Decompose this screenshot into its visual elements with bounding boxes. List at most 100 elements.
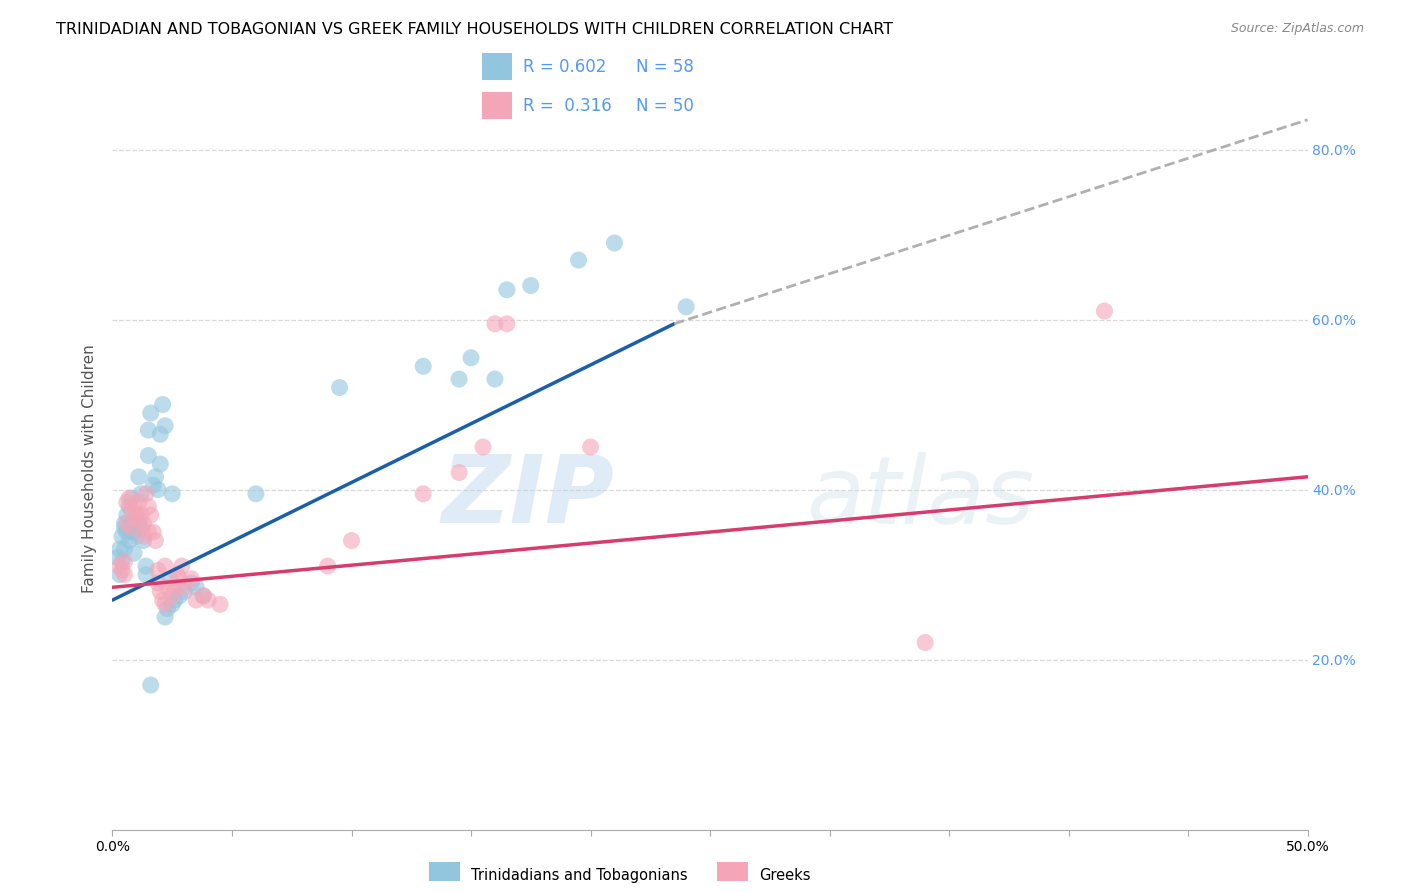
Point xyxy=(163,593,186,607)
FancyBboxPatch shape xyxy=(429,862,460,881)
Point xyxy=(138,524,160,539)
Point xyxy=(173,580,195,594)
Point xyxy=(146,563,169,577)
Point xyxy=(159,572,181,586)
Point xyxy=(122,546,145,560)
Point xyxy=(128,512,150,526)
FancyBboxPatch shape xyxy=(482,92,512,120)
Point xyxy=(125,508,148,522)
Point xyxy=(152,398,174,412)
Point xyxy=(197,593,219,607)
Point xyxy=(153,610,176,624)
Point xyxy=(146,483,169,497)
Point xyxy=(149,584,172,599)
Point xyxy=(170,559,193,574)
FancyBboxPatch shape xyxy=(482,54,512,80)
Point xyxy=(115,508,138,522)
Text: atlas: atlas xyxy=(806,451,1033,542)
Point xyxy=(135,559,157,574)
Point xyxy=(169,572,191,586)
Point xyxy=(163,580,186,594)
Point xyxy=(139,508,162,522)
Point xyxy=(914,635,936,649)
Point xyxy=(118,491,141,505)
Point xyxy=(329,380,352,394)
Point xyxy=(118,533,141,548)
Point xyxy=(125,508,148,522)
Point xyxy=(118,500,141,514)
Text: ZIP: ZIP xyxy=(441,451,614,543)
Point xyxy=(128,470,150,484)
Point xyxy=(460,351,482,365)
Point xyxy=(186,593,208,607)
Point xyxy=(447,466,470,480)
Point xyxy=(114,542,135,557)
Point xyxy=(135,487,157,501)
Point xyxy=(496,283,519,297)
Point xyxy=(412,487,434,501)
Point xyxy=(447,372,470,386)
Point xyxy=(186,580,208,594)
Point xyxy=(472,440,495,454)
Point xyxy=(579,440,602,454)
Point xyxy=(316,559,339,574)
Point xyxy=(149,427,172,442)
Point xyxy=(114,521,135,535)
Point xyxy=(162,487,183,501)
Point xyxy=(152,593,174,607)
Text: Source: ZipAtlas.com: Source: ZipAtlas.com xyxy=(1230,22,1364,36)
Point xyxy=(111,563,134,577)
Point xyxy=(115,495,138,509)
Y-axis label: Family Households with Children: Family Households with Children xyxy=(82,344,97,592)
Point xyxy=(484,317,506,331)
Point xyxy=(1094,304,1116,318)
Point xyxy=(121,516,143,531)
Point xyxy=(138,449,160,463)
Point xyxy=(153,559,176,574)
Point xyxy=(132,529,155,543)
Point xyxy=(156,580,179,594)
Point xyxy=(139,678,162,692)
Point xyxy=(114,567,135,582)
Point xyxy=(122,524,145,539)
Point xyxy=(156,601,179,615)
Point xyxy=(484,372,506,386)
Point xyxy=(108,559,131,574)
Point xyxy=(135,567,157,582)
Point xyxy=(146,576,169,591)
Text: R = 0.602: R = 0.602 xyxy=(523,58,606,76)
Point xyxy=(128,516,150,531)
Point xyxy=(173,584,195,599)
FancyBboxPatch shape xyxy=(717,862,748,881)
Point xyxy=(142,478,165,492)
Point xyxy=(153,597,176,611)
Point xyxy=(111,529,134,543)
Point xyxy=(129,521,152,535)
Point xyxy=(162,597,183,611)
Point xyxy=(169,589,191,603)
Point xyxy=(149,457,172,471)
Point xyxy=(125,529,148,543)
Point xyxy=(129,508,152,522)
Point xyxy=(111,555,134,569)
Point xyxy=(180,572,202,586)
Point xyxy=(128,495,150,509)
Point xyxy=(121,491,143,505)
Point xyxy=(115,524,138,539)
Text: N = 50: N = 50 xyxy=(636,96,693,114)
Point xyxy=(132,516,155,531)
Point xyxy=(122,500,145,514)
Point xyxy=(162,589,183,603)
Point xyxy=(153,418,176,433)
Point xyxy=(129,487,152,501)
Point xyxy=(412,359,434,374)
Point xyxy=(340,533,363,548)
Point xyxy=(145,533,167,548)
Text: TRINIDADIAN AND TOBAGONIAN VS GREEK FAMILY HOUSEHOLDS WITH CHILDREN CORRELATION : TRINIDADIAN AND TOBAGONIAN VS GREEK FAMI… xyxy=(56,22,893,37)
Text: Trinidadians and Tobagonians: Trinidadians and Tobagonians xyxy=(471,869,688,883)
Point xyxy=(209,597,232,611)
Point xyxy=(166,567,188,582)
Point xyxy=(138,423,160,437)
Point xyxy=(675,300,697,314)
Text: N = 58: N = 58 xyxy=(636,58,693,76)
